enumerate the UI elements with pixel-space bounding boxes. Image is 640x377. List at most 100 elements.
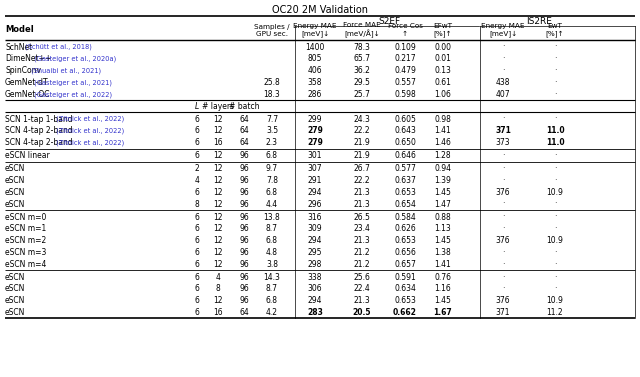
Text: 96: 96 bbox=[239, 151, 249, 160]
Text: 301: 301 bbox=[308, 151, 323, 160]
Text: 12: 12 bbox=[213, 260, 223, 269]
Text: 1.38: 1.38 bbox=[435, 248, 451, 257]
Text: 64: 64 bbox=[239, 308, 249, 317]
Text: ·: · bbox=[554, 248, 556, 257]
Text: 6: 6 bbox=[195, 260, 200, 269]
Text: 4.2: 4.2 bbox=[266, 308, 278, 317]
Text: 1.39: 1.39 bbox=[435, 176, 451, 185]
Text: 96: 96 bbox=[239, 213, 249, 222]
Text: 12: 12 bbox=[213, 115, 223, 124]
Text: 3.5: 3.5 bbox=[266, 126, 278, 135]
Text: 21.2: 21.2 bbox=[354, 248, 371, 257]
Text: 1.28: 1.28 bbox=[435, 151, 451, 160]
Text: 306: 306 bbox=[308, 285, 323, 293]
Text: ·: · bbox=[554, 43, 556, 52]
Text: 12: 12 bbox=[213, 176, 223, 185]
Text: 12: 12 bbox=[213, 248, 223, 257]
Text: 1.13: 1.13 bbox=[435, 224, 451, 233]
Text: 0.646: 0.646 bbox=[394, 151, 416, 160]
Text: 294: 294 bbox=[308, 296, 323, 305]
Text: 0.479: 0.479 bbox=[394, 66, 416, 75]
Text: ·: · bbox=[554, 213, 556, 222]
Text: 12: 12 bbox=[213, 224, 223, 233]
Text: 10.9: 10.9 bbox=[547, 236, 563, 245]
Text: 438: 438 bbox=[496, 78, 510, 87]
Text: ·: · bbox=[502, 224, 504, 233]
Text: 96: 96 bbox=[239, 296, 249, 305]
Text: 16: 16 bbox=[213, 138, 223, 147]
Text: 64: 64 bbox=[239, 115, 249, 124]
Text: eSCN: eSCN bbox=[5, 199, 26, 208]
Text: 8: 8 bbox=[195, 199, 200, 208]
Text: 6: 6 bbox=[195, 138, 200, 147]
Text: ·: · bbox=[502, 199, 504, 208]
Text: (Schütt et al., 2018): (Schütt et al., 2018) bbox=[23, 44, 92, 51]
Text: ·: · bbox=[502, 260, 504, 269]
Text: 0.654: 0.654 bbox=[394, 199, 416, 208]
Text: 0.626: 0.626 bbox=[394, 224, 416, 233]
Text: 6: 6 bbox=[195, 285, 200, 293]
Text: 8.7: 8.7 bbox=[266, 224, 278, 233]
Text: 0.98: 0.98 bbox=[435, 115, 451, 124]
Text: Force MAE
[meV/Å]↓: Force MAE [meV/Å]↓ bbox=[343, 22, 381, 38]
Text: eSCN m=4: eSCN m=4 bbox=[5, 260, 46, 269]
Text: 13.8: 13.8 bbox=[264, 213, 280, 222]
Text: 21.3: 21.3 bbox=[354, 199, 371, 208]
Text: 16: 16 bbox=[213, 308, 223, 317]
Text: 0.653: 0.653 bbox=[394, 188, 416, 197]
Text: 407: 407 bbox=[496, 90, 510, 99]
Text: 406: 406 bbox=[308, 66, 323, 75]
Text: 316: 316 bbox=[308, 213, 323, 222]
Text: 21.3: 21.3 bbox=[354, 296, 371, 305]
Text: 12: 12 bbox=[213, 213, 223, 222]
Text: 6: 6 bbox=[195, 224, 200, 233]
Text: 29.5: 29.5 bbox=[353, 78, 371, 87]
Text: 0.109: 0.109 bbox=[394, 43, 416, 52]
Text: 0.591: 0.591 bbox=[394, 273, 416, 282]
Text: 12: 12 bbox=[213, 199, 223, 208]
Text: eSCN linear: eSCN linear bbox=[5, 151, 50, 160]
Text: 96: 96 bbox=[239, 260, 249, 269]
Text: 0.01: 0.01 bbox=[435, 54, 451, 63]
Text: ·: · bbox=[502, 213, 504, 222]
Text: 96: 96 bbox=[239, 164, 249, 173]
Text: Energy MAE
[meV]↓: Energy MAE [meV]↓ bbox=[293, 23, 337, 37]
Text: 96: 96 bbox=[239, 248, 249, 257]
Text: 0.94: 0.94 bbox=[435, 164, 451, 173]
Text: 376: 376 bbox=[496, 236, 510, 245]
Text: 0.577: 0.577 bbox=[394, 164, 416, 173]
Text: 0.557: 0.557 bbox=[394, 78, 416, 87]
Text: ·: · bbox=[554, 78, 556, 87]
Text: 21.9: 21.9 bbox=[354, 151, 371, 160]
Text: EFwT
[%]↑: EFwT [%]↑ bbox=[433, 23, 452, 37]
Text: EwT
[%]↑: EwT [%]↑ bbox=[546, 23, 564, 37]
Text: ·: · bbox=[502, 151, 504, 160]
Text: ·: · bbox=[502, 273, 504, 282]
Text: ·: · bbox=[554, 224, 556, 233]
Text: 6: 6 bbox=[195, 151, 200, 160]
Text: eSCN: eSCN bbox=[5, 296, 26, 305]
Text: 1.16: 1.16 bbox=[435, 285, 451, 293]
Text: 8.7: 8.7 bbox=[266, 285, 278, 293]
Text: 64: 64 bbox=[239, 126, 249, 135]
Text: (Zitnick et al., 2022): (Zitnick et al., 2022) bbox=[54, 139, 124, 146]
Text: eSCN: eSCN bbox=[5, 176, 26, 185]
Text: 0.76: 0.76 bbox=[435, 273, 451, 282]
Text: 9.7: 9.7 bbox=[266, 164, 278, 173]
Text: eSCN m=1: eSCN m=1 bbox=[5, 224, 46, 233]
Text: eSCN: eSCN bbox=[5, 273, 26, 282]
Text: 294: 294 bbox=[308, 236, 323, 245]
Text: 0.88: 0.88 bbox=[435, 213, 451, 222]
Text: 26.7: 26.7 bbox=[353, 164, 371, 173]
Text: OC20 2M Validation: OC20 2M Validation bbox=[272, 5, 368, 15]
Text: 6: 6 bbox=[195, 236, 200, 245]
Text: eSCN: eSCN bbox=[5, 308, 26, 317]
Text: 11.0: 11.0 bbox=[546, 126, 564, 135]
Text: 6: 6 bbox=[195, 213, 200, 222]
Text: ·: · bbox=[502, 248, 504, 257]
Text: Force Cos
↑: Force Cos ↑ bbox=[387, 23, 422, 37]
Text: 96: 96 bbox=[239, 188, 249, 197]
Text: 36.2: 36.2 bbox=[353, 66, 371, 75]
Text: (Gasteiger et al., 2022): (Gasteiger et al., 2022) bbox=[33, 91, 113, 98]
Text: 1.06: 1.06 bbox=[435, 90, 451, 99]
